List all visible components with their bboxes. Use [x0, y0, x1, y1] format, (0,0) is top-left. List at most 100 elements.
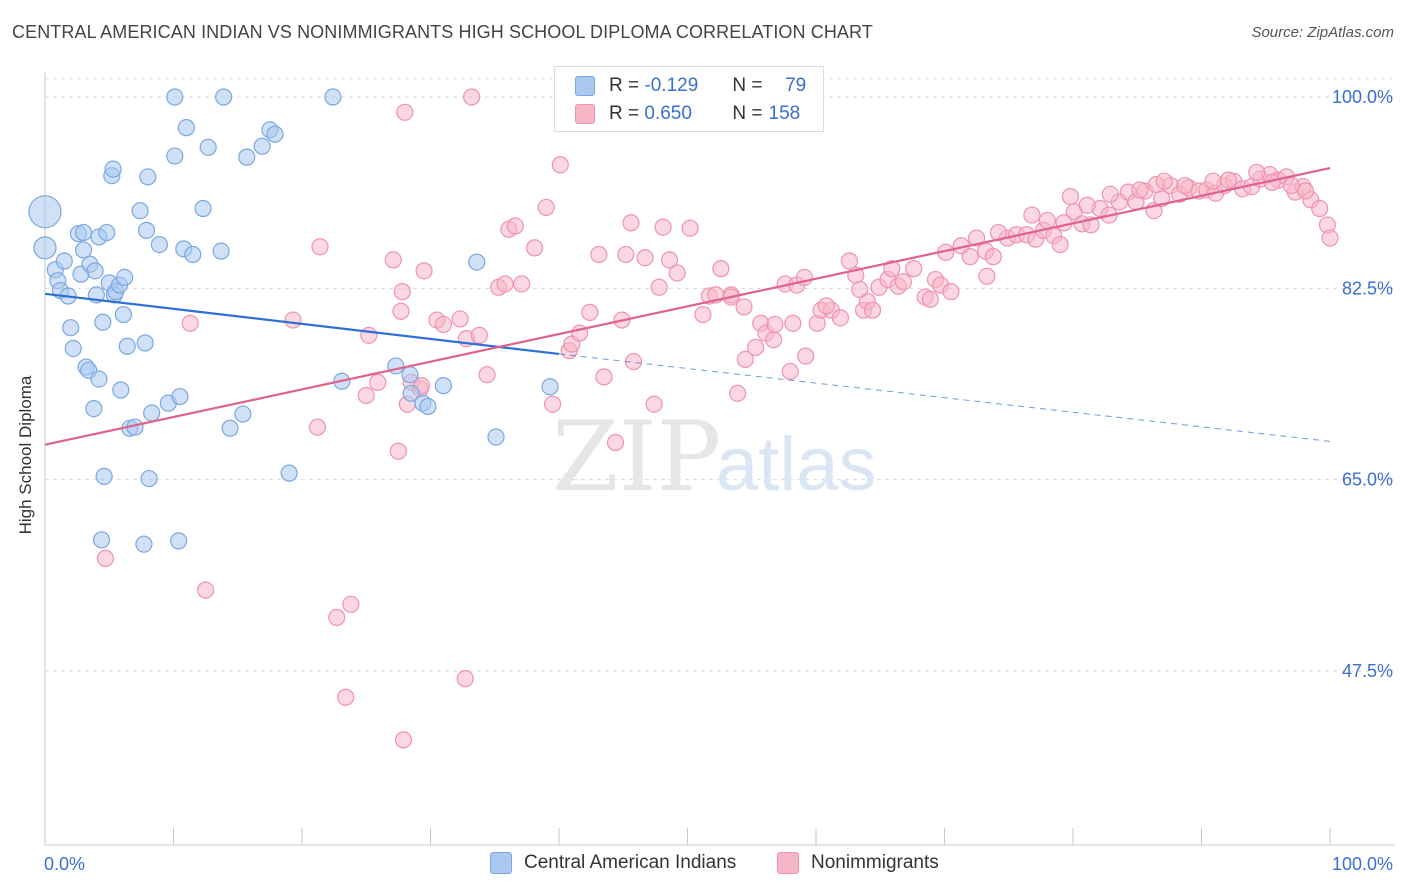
- pink-point: [543, 395, 562, 413]
- pink-point: [181, 314, 199, 332]
- pink-point: [1155, 172, 1173, 190]
- blue-point: [221, 419, 239, 437]
- pink-point: [863, 301, 882, 319]
- pink-point: [389, 442, 407, 460]
- blue-point: [62, 319, 80, 337]
- pink-point: [595, 368, 613, 386]
- watermark-zip: ZIP: [552, 401, 721, 513]
- pink-point: [1219, 171, 1238, 189]
- pink-point: [1204, 172, 1222, 190]
- n-label: N =: [732, 103, 763, 124]
- blue-point: [194, 199, 212, 218]
- legend-item-nonimmigrants: Nonimmigrants: [777, 852, 939, 874]
- source-label: Source: ZipAtlas.com: [1251, 24, 1394, 41]
- blue-point: [28, 195, 62, 229]
- y-tick-label: 47.5%: [1342, 661, 1393, 681]
- blue-point: [253, 137, 271, 155]
- pink-point: [456, 670, 474, 688]
- blue-point: [74, 241, 93, 259]
- pink-point: [1321, 229, 1339, 247]
- blue-swatch: [575, 76, 595, 96]
- pink-point: [1176, 176, 1194, 195]
- pink-point: [1078, 196, 1096, 214]
- pink-point: [1051, 236, 1069, 254]
- y-tick-label: 65.0%: [1342, 470, 1393, 490]
- pink-point: [478, 366, 496, 384]
- pink-point: [729, 384, 747, 402]
- pink-swatch: [575, 104, 595, 124]
- blue-point: [184, 245, 202, 264]
- x-tick-label-min: 0.0%: [44, 854, 85, 874]
- blue-point: [401, 366, 419, 384]
- blue-point: [140, 469, 158, 488]
- blue-point: [131, 202, 149, 220]
- blue-point: [116, 268, 134, 286]
- pink-point: [797, 347, 815, 365]
- n-value-pink: 158: [768, 103, 801, 124]
- blue-point: [387, 357, 405, 375]
- pink-point: [525, 239, 544, 257]
- pink-point: [681, 219, 699, 237]
- pink-point: [463, 88, 481, 106]
- pink-point: [393, 283, 411, 301]
- blue-point: [112, 381, 130, 399]
- pink-point: [942, 283, 960, 301]
- chart-title: CENTRAL AMERICAN INDIAN VS NONIMMIGRANTS…: [12, 22, 873, 42]
- pink-point: [1311, 199, 1329, 218]
- legend-label: Central American Indians: [524, 852, 737, 873]
- blue-point: [90, 370, 108, 388]
- series-legend: Central American Indians Nonimmigrants: [0, 852, 1406, 878]
- blue-point: [166, 88, 184, 106]
- pink-point: [496, 275, 514, 293]
- pink-point: [712, 260, 730, 278]
- r-label: R =: [609, 75, 640, 96]
- y-axis-label: High School Diploma: [16, 375, 35, 535]
- blue-trend-extension: [558, 353, 1331, 442]
- pink-point: [781, 362, 799, 381]
- pink-point: [784, 314, 802, 332]
- blue-point: [215, 88, 233, 106]
- y-tick-label: 100.0%: [1332, 87, 1393, 107]
- pink-point: [921, 290, 939, 308]
- pink-point: [337, 688, 355, 706]
- blue-point: [150, 236, 168, 254]
- pink-point: [581, 303, 599, 321]
- pink-point: [636, 249, 654, 267]
- blue-point: [234, 405, 252, 423]
- pink-point: [1101, 185, 1119, 203]
- pink-point: [197, 581, 215, 599]
- pink-point: [905, 260, 923, 278]
- pink-point: [470, 326, 488, 344]
- blue-point: [104, 160, 122, 178]
- blue-point: [55, 252, 73, 270]
- blue-point: [85, 400, 103, 418]
- pink-point: [736, 350, 754, 368]
- blue-point: [487, 428, 505, 446]
- pink-point: [328, 608, 346, 627]
- blue-point: [166, 147, 184, 165]
- watermark-atlas: atlas: [716, 422, 877, 507]
- blue-point: [86, 262, 104, 280]
- pink-point: [606, 433, 625, 452]
- pink-point: [1296, 182, 1315, 200]
- pink-point: [650, 278, 668, 296]
- blue-point: [434, 377, 452, 395]
- pink-point: [654, 218, 672, 236]
- pink-point: [968, 229, 986, 247]
- pink-point: [831, 309, 850, 327]
- pink-point: [894, 273, 912, 291]
- pink-point: [978, 267, 996, 285]
- blue-point: [33, 236, 57, 260]
- legend-item-central-american-indians: Central American Indians: [490, 852, 736, 874]
- pink-point: [840, 252, 859, 270]
- n-label: N =: [732, 75, 763, 96]
- blue-point: [170, 532, 188, 550]
- n-value-blue: 79: [785, 75, 807, 96]
- blue-point: [95, 467, 113, 485]
- pink-point: [1038, 211, 1056, 230]
- pink-point: [984, 248, 1002, 266]
- blue-point: [541, 378, 559, 396]
- pink-point: [622, 214, 640, 232]
- blue-point: [280, 464, 298, 482]
